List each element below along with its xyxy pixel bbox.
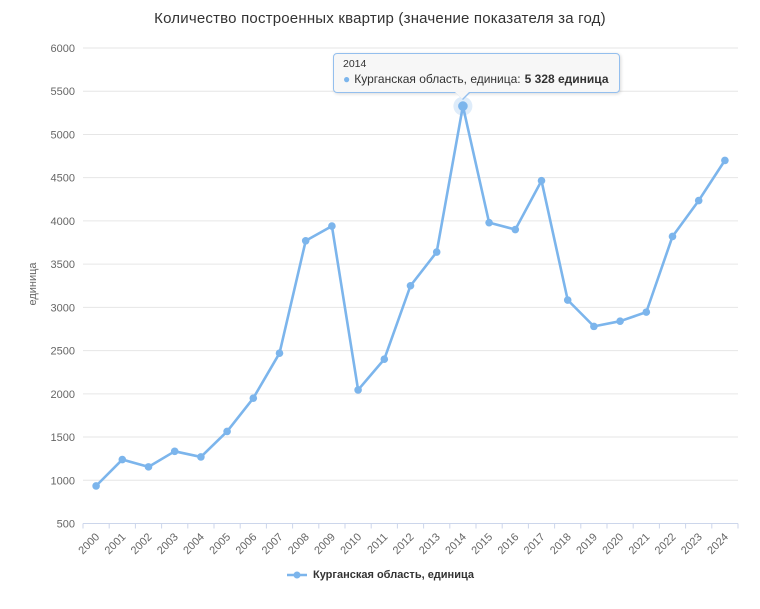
data-point[interactable] — [406, 281, 415, 290]
chart-title: Количество построенных квартир (значение… — [154, 10, 606, 27]
x-tick-label: 2005 — [207, 531, 233, 557]
y-tick-label: 5500 — [51, 86, 75, 98]
x-tick-label: 2003 — [155, 531, 181, 557]
data-point[interactable] — [721, 156, 729, 165]
x-tick-label: 2021 — [627, 531, 653, 557]
legend-label: Курганская область, единица — [313, 569, 474, 581]
data-point[interactable] — [170, 447, 179, 456]
x-tick-label: 2014 — [443, 531, 469, 557]
x-tick-label: 2017 — [522, 531, 548, 557]
legend-item[interactable]: Курганская область, единица — [286, 569, 474, 581]
y-tick-label: 1000 — [51, 475, 75, 487]
x-tick-label: 2023 — [679, 531, 705, 557]
tooltip-value: 5 328 единица — [524, 72, 609, 86]
data-point[interactable] — [563, 296, 572, 304]
data-point[interactable] — [301, 236, 310, 245]
tooltip-series-marker-icon: ● — [343, 72, 351, 86]
x-tick-label: 2004 — [181, 531, 207, 557]
series-line — [94, 104, 727, 488]
data-point[interactable] — [354, 386, 362, 394]
data-point[interactable] — [616, 317, 624, 325]
y-tick-label: 3500 — [51, 259, 75, 271]
data-point[interactable] — [328, 222, 336, 230]
y-tick-label: 2500 — [51, 346, 75, 358]
x-tick-label: 2012 — [391, 531, 417, 557]
x-tick-label: 2013 — [417, 531, 443, 557]
data-point[interactable] — [144, 463, 153, 471]
data-point[interactable] — [197, 453, 205, 461]
data-point[interactable] — [92, 482, 100, 490]
data-point[interactable] — [380, 355, 389, 364]
data-point[interactable] — [642, 308, 651, 316]
legend-marker-icon — [287, 571, 307, 579]
data-point[interactable] — [590, 322, 598, 331]
x-tick-label: 2010 — [338, 531, 364, 557]
y-tick-label: 5000 — [51, 129, 75, 141]
y-tick-label: 3000 — [51, 302, 75, 314]
y-tick-label: 2000 — [51, 389, 75, 401]
data-point[interactable] — [694, 196, 703, 205]
data-point[interactable] — [668, 232, 677, 241]
x-tick-label: 2011 — [365, 531, 390, 556]
data-point[interactable] — [432, 248, 441, 256]
x-tick-label: 2016 — [496, 531, 522, 557]
y-tick-label: 4000 — [51, 216, 75, 228]
tooltip-row: ● Курганская область, единица: 5 328 едини… — [343, 72, 609, 86]
x-tick-label: 2000 — [76, 531, 102, 557]
data-point[interactable] — [223, 427, 231, 436]
data-point[interactable] — [249, 394, 258, 402]
x-tick-label: 2015 — [469, 531, 495, 557]
x-tick-label: 2022 — [653, 531, 679, 557]
tooltip: 2014 ● Курганская область, единица: 5 328 … — [333, 53, 620, 100]
x-tick-label: 2006 — [234, 531, 260, 557]
x-tick-label: 2020 — [600, 531, 626, 557]
x-tick-label: 2007 — [260, 531, 286, 557]
x-tick-label: 2009 — [312, 531, 338, 557]
x-tick-label: 2001 — [103, 531, 129, 557]
data-point[interactable] — [118, 455, 127, 464]
x-tick-label: 2008 — [286, 531, 312, 557]
x-tick-label: 2024 — [705, 531, 731, 557]
data-point[interactable] — [537, 176, 546, 185]
x-tick-label: 2018 — [548, 531, 574, 557]
y-tick-label: 1500 — [51, 432, 75, 444]
data-point[interactable] — [275, 349, 284, 357]
tooltip-series-label: Курганская область, единица: — [354, 72, 521, 86]
data-point-highlighted[interactable] — [458, 101, 468, 111]
y-tick-label: 500 — [57, 519, 75, 531]
data-point[interactable] — [511, 225, 520, 234]
y-tick-label: 6000 — [51, 43, 75, 55]
data-point[interactable] — [485, 218, 493, 227]
x-tick-label: 2002 — [129, 531, 155, 557]
y-tick-label: 4500 — [51, 173, 75, 185]
tooltip-header: 2014 — [343, 58, 367, 70]
legend: Курганская область, единица — [0, 569, 760, 581]
x-tick-label: 2019 — [574, 531, 600, 557]
